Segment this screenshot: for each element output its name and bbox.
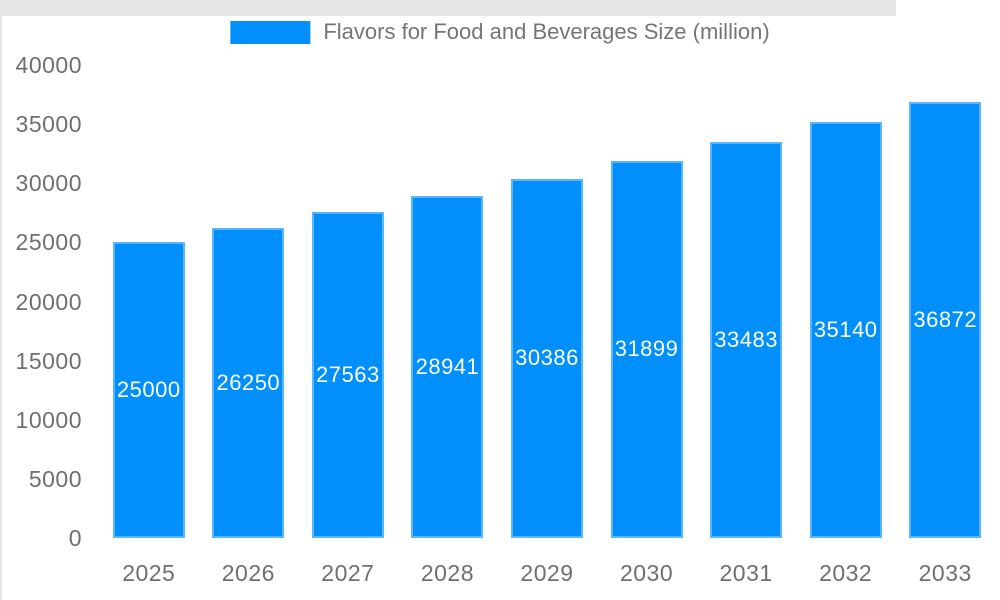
h-gridline bbox=[0, 0, 896, 2]
bar-value-label: 31899 bbox=[614, 336, 679, 362]
x-axis-label: 2027 bbox=[321, 560, 375, 586]
x-axis-label: 2025 bbox=[122, 560, 176, 586]
y-label: 40000 bbox=[15, 52, 82, 78]
h-gridline bbox=[0, 2, 896, 4]
h-gridline bbox=[0, 4, 896, 6]
h-gridline bbox=[0, 12, 896, 14]
bar[interactable] bbox=[909, 101, 982, 538]
h-gridline bbox=[0, 6, 896, 8]
y-label: 0 bbox=[68, 525, 82, 551]
x-axis-label: 2026 bbox=[221, 560, 275, 586]
y-label: 30000 bbox=[15, 170, 82, 197]
bar-value-label: 36872 bbox=[913, 306, 978, 332]
bar[interactable] bbox=[710, 142, 783, 538]
v-gridline bbox=[0, 16, 2, 489]
x-axis-label: 2031 bbox=[719, 560, 773, 586]
bar[interactable] bbox=[511, 178, 583, 538]
h-gridline bbox=[0, 10, 896, 12]
h-gridline bbox=[0, 14, 896, 16]
y-label: 5000 bbox=[28, 465, 82, 492]
x-axis-label: 2029 bbox=[520, 560, 574, 586]
bar-value-label: 33483 bbox=[714, 327, 778, 353]
bar[interactable] bbox=[311, 212, 384, 538]
bar-value-label: 30386 bbox=[515, 345, 579, 371]
bar-value-label: 26250 bbox=[216, 369, 281, 395]
x-axis-label: 2028 bbox=[420, 560, 475, 586]
legend[interactable]: Flavors for Food and Beverages Size (mil… bbox=[230, 19, 770, 45]
x-axis-label: 2033 bbox=[918, 560, 972, 586]
bar-value-label: 27563 bbox=[316, 362, 380, 388]
y-label: 35000 bbox=[15, 111, 82, 138]
y-label: 25000 bbox=[15, 229, 82, 256]
bar-value-label: 35140 bbox=[813, 317, 878, 343]
bar[interactable] bbox=[112, 242, 185, 538]
x-axis-label: 2030 bbox=[619, 560, 674, 586]
y-label: 10000 bbox=[15, 406, 82, 433]
legend-swatch bbox=[230, 20, 311, 44]
y-label: 20000 bbox=[15, 288, 82, 315]
bar[interactable] bbox=[610, 160, 683, 538]
bar[interactable] bbox=[411, 195, 484, 538]
legend-label: Flavors for Food and Beverages Size (mil… bbox=[323, 19, 770, 44]
bar[interactable] bbox=[809, 122, 882, 538]
bar[interactable] bbox=[212, 227, 285, 538]
h-gridline bbox=[0, 8, 896, 10]
bar-value-label: 28941 bbox=[415, 353, 480, 379]
x-axis-label: 2032 bbox=[819, 560, 873, 586]
bar-value-label: 25000 bbox=[116, 377, 181, 403]
y-label: 15000 bbox=[15, 347, 82, 374]
v-gridline bbox=[0, 489, 2, 600]
